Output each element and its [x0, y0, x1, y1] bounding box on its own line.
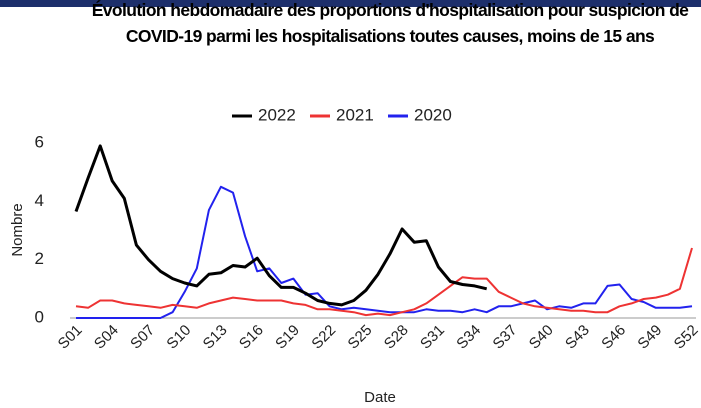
y-tick-label: 0: [35, 307, 44, 326]
x-tick-label: S40: [526, 322, 557, 353]
x-tick-label: S31: [417, 322, 448, 353]
y-tick-label: 2: [35, 249, 44, 268]
x-tick-label: S46: [598, 322, 629, 353]
x-tick-label: S28: [381, 322, 412, 353]
y-tick-label: 6: [35, 132, 44, 151]
x-tick-label: S01: [55, 322, 86, 353]
x-tick-label: S19: [272, 322, 303, 353]
x-tick-label: S52: [671, 322, 701, 353]
series-line: [74, 144, 488, 307]
x-tick-label: S22: [308, 322, 339, 353]
x-tick-label: S49: [634, 322, 665, 353]
x-tick-label: S37: [490, 322, 521, 353]
x-tick-label: S10: [163, 322, 194, 353]
x-tick-label: S25: [345, 322, 376, 353]
x-tick-label: S07: [127, 322, 158, 353]
chart-title: Évolution hebdomadaire des proportions d…: [91, 0, 689, 46]
x-tick-label: S16: [236, 322, 267, 353]
x-tick-label: S04: [91, 322, 122, 353]
y-tick-label: 4: [35, 191, 44, 210]
x-tick-label: S34: [453, 322, 484, 353]
legend-label: 2021: [336, 105, 374, 124]
header-band: [0, 0, 701, 7]
y-axis-label: Nombre: [9, 203, 26, 256]
x-axis-label: Date: [364, 389, 396, 406]
x-tick-label: S43: [562, 322, 593, 353]
series-line: [76, 185, 693, 319]
x-tick-label: S13: [200, 322, 231, 353]
legend-label: 2022: [258, 105, 296, 124]
legend-label: 2020: [414, 105, 452, 124]
series-line: [75, 247, 693, 317]
